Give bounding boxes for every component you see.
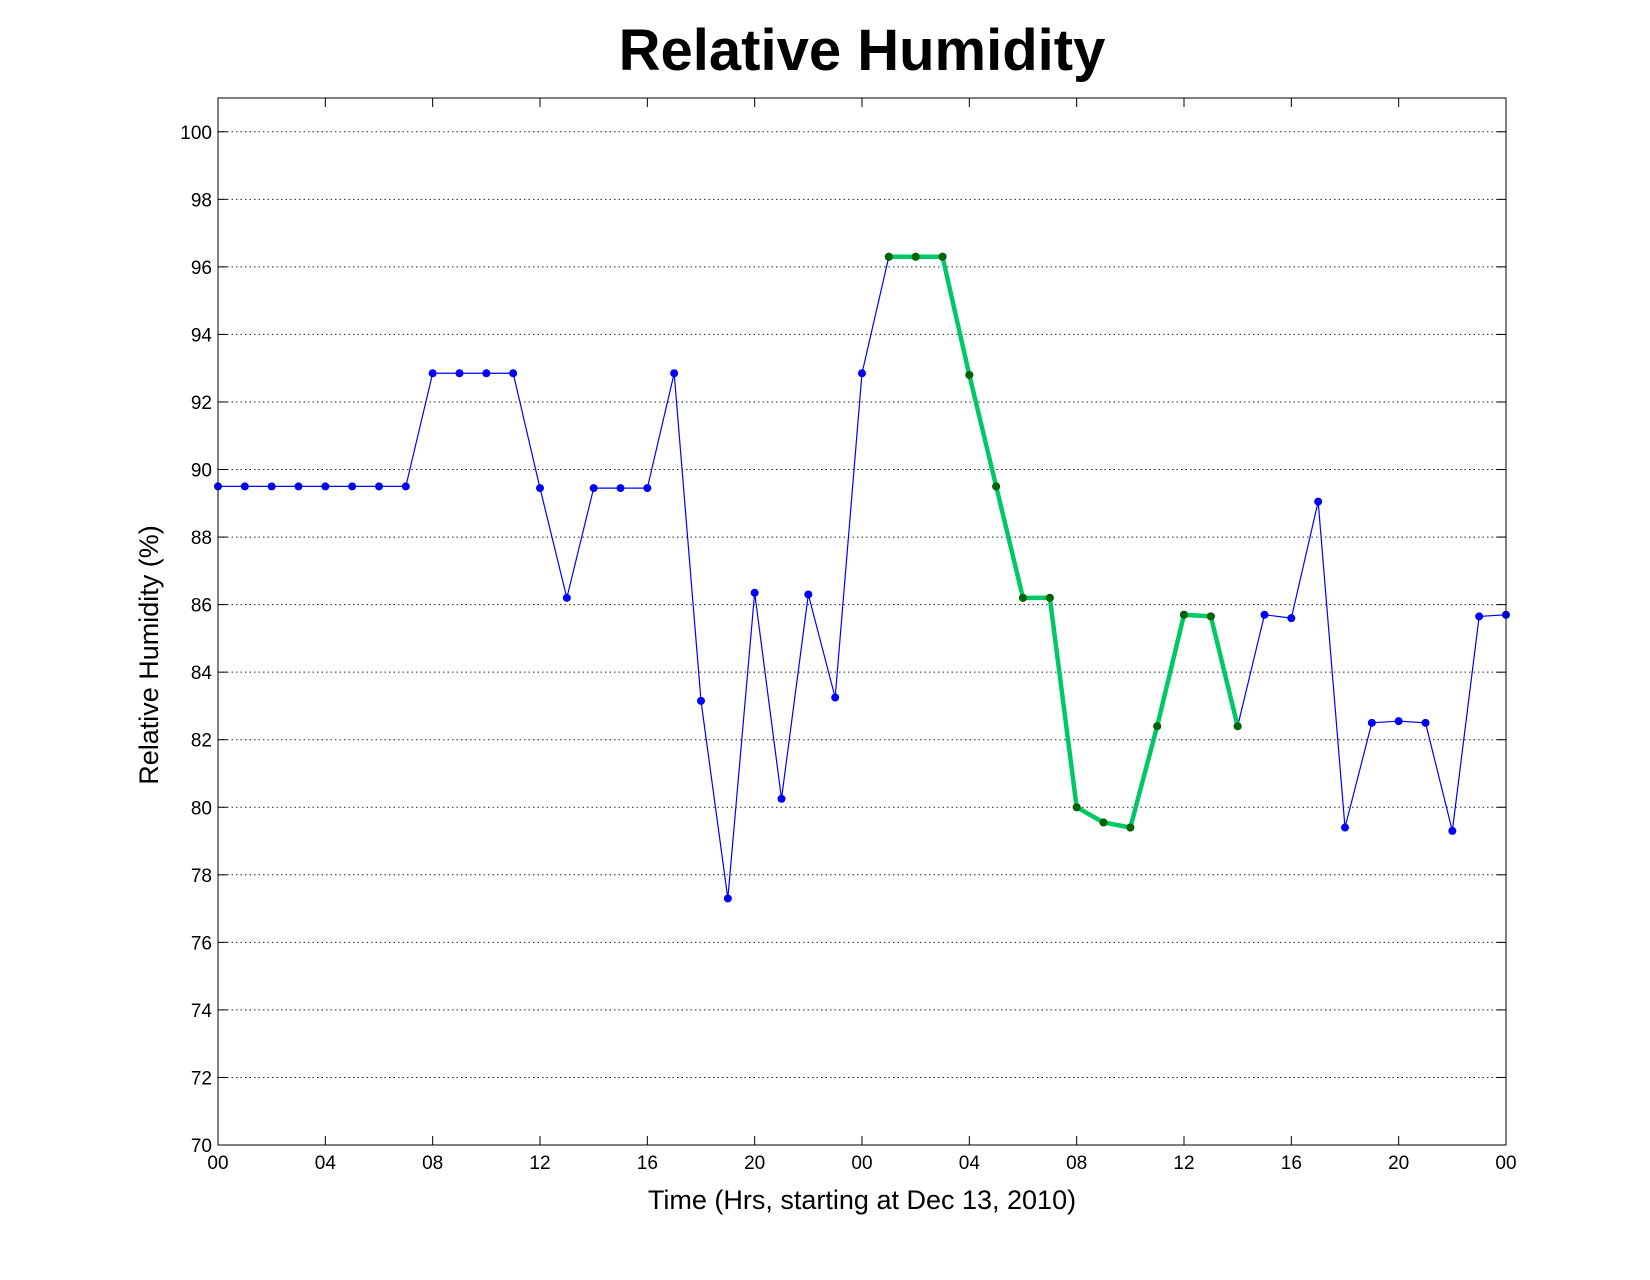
y-axis-title: Relative Humidity (%): [134, 525, 164, 785]
humidity-data-point: [858, 369, 866, 378]
axis-ticks: 70 72 74 76 78 80 82 84 86 88 90 92 94 96 98 100 00 04 08 1…: [180, 98, 1517, 1174]
humidity-data-point: [1475, 612, 1484, 621]
x-tick-label: 00: [851, 1153, 872, 1174]
humidity-data-point: [1287, 614, 1296, 623]
humidity-data-point: [1448, 826, 1457, 835]
humidity-data-point: [536, 484, 544, 493]
humidity-data-point: [831, 693, 840, 702]
humidity-data-point: [294, 482, 303, 491]
highlight-data-point: [911, 252, 920, 261]
series-layer: [214, 252, 1510, 903]
humidity-data-point: [348, 482, 357, 491]
humidity-data-point: [1341, 823, 1349, 832]
humidity-data-point: [804, 590, 813, 599]
humidity-data-point: [375, 482, 383, 491]
chart-title: Relative Humidity: [619, 18, 1106, 83]
highlight-data-point: [1045, 593, 1054, 602]
highlight-data-point: [1072, 803, 1081, 812]
humidity-data-point: [1394, 717, 1403, 726]
highlight-data-point: [1099, 818, 1108, 827]
humidity-data-point: [670, 369, 679, 378]
highlight-data-point: [1233, 722, 1242, 731]
highlight-data-point: [1180, 610, 1188, 619]
x-tick-label: 12: [529, 1153, 550, 1174]
humidity-data-point: [401, 482, 410, 491]
x-tick-label: 08: [1066, 1153, 1087, 1174]
humidity-data-point: [1367, 718, 1376, 727]
x-tick-label: 08: [422, 1153, 443, 1174]
highlight-data-point: [965, 370, 974, 379]
y-tick-label: 98: [191, 190, 212, 211]
humidity-data-point: [509, 369, 518, 378]
plot-frame: [217, 97, 1507, 1146]
y-tick-label: 92: [191, 393, 212, 414]
grid-lines: [218, 131, 1506, 1146]
humidity-data-point: [777, 794, 786, 803]
y-tick-label: 72: [191, 1068, 212, 1089]
x-tick-label: 20: [744, 1153, 765, 1174]
humidity-data-point: [616, 484, 625, 493]
x-tick-label: 04: [959, 1153, 981, 1174]
humidity-data-point: [723, 894, 732, 903]
x-tick-label: 20: [1388, 1153, 1409, 1174]
humidity-data-point: [562, 593, 571, 602]
y-tick-label: 76: [191, 933, 212, 954]
humidity-data-point: [240, 482, 249, 491]
highlight-data-point: [884, 252, 893, 261]
y-tick-label: 70: [191, 1136, 212, 1157]
humidity-data-point: [428, 369, 437, 378]
y-tick-label: 94: [191, 325, 213, 346]
highlight-data-point: [1126, 823, 1135, 832]
highlight-data-point: [992, 482, 1001, 491]
humidity-data-point: [1314, 497, 1323, 506]
x-tick-label: 16: [1281, 1153, 1302, 1174]
y-tick-label: 96: [191, 258, 212, 279]
humidity-data-point: [750, 588, 759, 597]
humidity-data-point: [1260, 610, 1269, 619]
y-tick-label: 78: [191, 866, 212, 887]
highlight-data-point: [1206, 612, 1215, 621]
highlight-series-line: [888, 254, 1240, 830]
humidity-data-point: [455, 369, 464, 378]
humidity-data-point: [1421, 718, 1430, 727]
x-tick-label: 00: [207, 1153, 228, 1174]
y-tick-label: 90: [191, 461, 212, 482]
humidity-data-point: [321, 482, 330, 491]
y-tick-label: 88: [191, 528, 212, 549]
humidity-data-point: [482, 369, 491, 378]
x-tick-label: 04: [315, 1153, 337, 1174]
humidity-series-line: [218, 256, 1507, 900]
highlight-data-point: [938, 252, 947, 261]
y-tick-label: 74: [191, 1001, 213, 1022]
x-tick-label: 12: [1173, 1153, 1194, 1174]
highlight-data-point: [1153, 722, 1162, 731]
y-tick-label: 84: [191, 663, 213, 684]
x-tick-label: 16: [637, 1153, 658, 1174]
y-tick-label: 80: [191, 798, 212, 819]
humidity-data-point: [589, 484, 598, 493]
y-tick-label: 100: [180, 123, 212, 144]
humidity-data-point: [697, 696, 705, 705]
y-tick-label: 86: [191, 596, 212, 617]
humidity-data-point: [267, 482, 276, 491]
y-tick-label: 82: [191, 731, 212, 752]
humidity-data-point: [643, 484, 652, 493]
x-axis-title: Time (Hrs, starting at Dec 13, 2010): [648, 1185, 1076, 1215]
highlight-data-point: [1019, 593, 1027, 602]
x-tick-label: 00: [1495, 1153, 1516, 1174]
